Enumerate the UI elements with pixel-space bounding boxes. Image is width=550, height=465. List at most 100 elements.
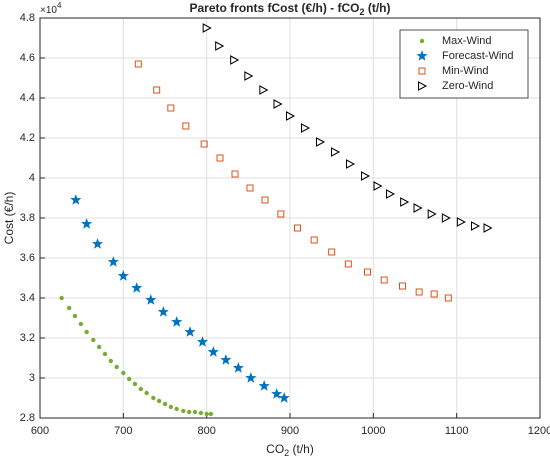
title-text: (t/h) — [365, 1, 391, 15]
point — [84, 329, 89, 335]
point — [145, 294, 157, 305]
point — [430, 290, 438, 298]
x-tick-label: 1000 — [361, 425, 385, 437]
y-axis-label: Cost (€/h) — [2, 192, 16, 245]
y-tick-label: 4.6 — [20, 52, 35, 64]
point — [230, 55, 240, 65]
point — [271, 388, 283, 399]
point — [301, 123, 311, 133]
chart-title: Pareto fronts fCost (€/h) - fCO2 (t/h) — [189, 1, 390, 17]
point — [91, 238, 104, 249]
point — [182, 122, 190, 130]
point — [157, 306, 169, 317]
point — [415, 288, 423, 296]
point — [364, 268, 371, 276]
point — [78, 321, 84, 327]
point — [207, 346, 219, 357]
x-tick-label: 800 — [197, 425, 215, 437]
point — [134, 60, 142, 68]
x-tick-label: 900 — [281, 425, 299, 437]
point — [186, 409, 192, 415]
point — [245, 372, 257, 383]
y-tick-label: 3.2 — [20, 332, 35, 344]
point — [167, 104, 175, 112]
x-label-text: CO — [266, 442, 284, 456]
point — [171, 316, 183, 327]
point — [153, 86, 161, 94]
x-axis-label: CO2 (t/h) — [266, 442, 314, 458]
y-tick-label: 4.2 — [20, 132, 35, 144]
point — [258, 380, 270, 391]
point — [91, 337, 96, 343]
point — [181, 408, 186, 414]
point — [246, 184, 254, 192]
legend-marker — [419, 38, 425, 44]
point — [59, 295, 64, 301]
point — [413, 203, 423, 213]
y-scale-base: ×10 — [40, 5, 57, 16]
point — [386, 189, 396, 199]
point — [196, 336, 209, 347]
y-tick-label: 4 — [29, 172, 35, 184]
point — [259, 85, 269, 95]
point — [200, 140, 208, 148]
point — [108, 358, 114, 364]
point — [117, 270, 129, 281]
y-tick-label: 4.8 — [20, 12, 35, 24]
y-tick-label: 3 — [29, 372, 35, 384]
point — [399, 282, 406, 290]
axes-box — [39, 17, 541, 419]
point — [162, 401, 168, 407]
legend-label: Max-Wind — [442, 35, 492, 47]
legend-label: Zero-Wind — [442, 80, 493, 92]
point — [156, 398, 162, 404]
point — [310, 236, 318, 244]
legend-label: Forecast-Wind — [442, 50, 514, 62]
point — [192, 409, 198, 415]
point — [96, 344, 102, 350]
point — [204, 411, 209, 417]
y-tick-label: 3.6 — [20, 252, 35, 264]
point — [294, 224, 301, 232]
y-tick-label: 3.8 — [20, 212, 35, 224]
point — [444, 294, 452, 302]
point — [184, 326, 196, 337]
point — [328, 248, 336, 256]
point — [441, 213, 451, 223]
point — [131, 282, 143, 293]
y-scale-label: ×104 — [40, 1, 62, 16]
point — [202, 23, 212, 33]
point — [107, 256, 119, 267]
point — [102, 351, 108, 357]
point — [114, 364, 119, 370]
point — [456, 217, 466, 227]
point — [331, 147, 341, 157]
point — [72, 313, 78, 319]
point — [138, 386, 144, 392]
point — [81, 218, 93, 229]
x-tick-label: 1100 — [445, 425, 469, 437]
point — [261, 196, 269, 204]
point — [427, 209, 437, 219]
legend-marker — [418, 67, 426, 75]
title-text: Pareto fronts fCost (€/h) - fCO — [189, 1, 359, 15]
point — [198, 410, 204, 416]
legend-marker — [416, 50, 428, 61]
point — [126, 376, 132, 382]
point — [168, 404, 174, 410]
point — [121, 370, 126, 376]
point — [66, 305, 72, 311]
point — [483, 223, 493, 233]
x-tick-label: 700 — [114, 425, 132, 437]
point — [277, 210, 285, 218]
title-subscript: 2 — [359, 7, 364, 17]
legend-label: Min-Wind — [442, 65, 488, 77]
point — [144, 390, 149, 396]
point — [215, 41, 225, 51]
point — [132, 381, 138, 387]
y-tick-label: 2.8 — [20, 412, 35, 424]
point — [278, 392, 290, 403]
point — [471, 221, 481, 231]
